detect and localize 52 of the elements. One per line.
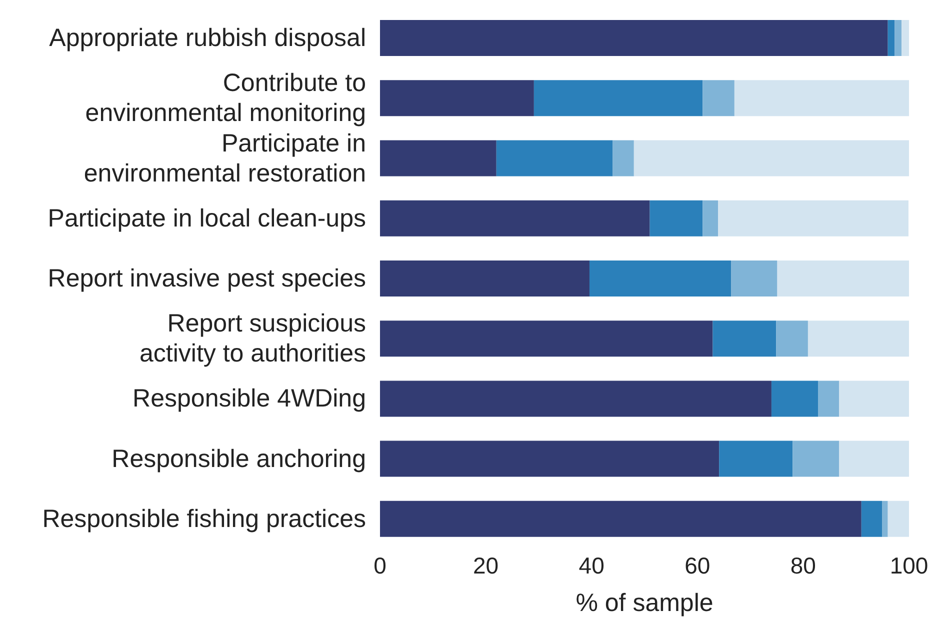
bar <box>634 140 909 176</box>
bar <box>380 20 888 56</box>
bar <box>380 80 534 116</box>
bar <box>719 440 793 477</box>
bar <box>702 80 734 116</box>
bar <box>712 320 776 357</box>
bar <box>380 440 720 477</box>
y-tick-label: Responsible anchoring <box>112 444 366 473</box>
y-tick-label: Participate in local clean-ups <box>48 204 366 232</box>
x-tick-label: 100 <box>890 552 928 578</box>
bar <box>771 380 818 417</box>
bar <box>496 140 613 176</box>
bar <box>902 20 909 56</box>
bar <box>888 20 895 56</box>
x-tick-label: 40 <box>578 552 604 578</box>
y-tick-label: Responsible 4WDing <box>132 384 366 413</box>
bar <box>861 500 882 537</box>
bar <box>380 140 496 176</box>
bar <box>777 260 909 296</box>
bar <box>776 320 808 357</box>
bar <box>718 200 908 236</box>
bar <box>734 80 909 116</box>
bar <box>839 440 909 477</box>
bar <box>380 200 650 236</box>
bar <box>792 440 840 477</box>
y-tick-label: Participate in environmental restoration <box>84 129 366 188</box>
y-tick-label: Responsible fishing practices <box>42 504 366 533</box>
y-tick-label: Report invasive pest species <box>48 264 366 292</box>
x-tick-label: 20 <box>473 552 499 578</box>
bar <box>612 140 634 176</box>
x-tick-label: 60 <box>684 552 710 578</box>
x-tick-label: 80 <box>790 552 816 578</box>
bar <box>839 380 909 417</box>
bar <box>380 260 590 296</box>
bar <box>380 320 713 357</box>
bar <box>380 500 862 537</box>
y-tick-label: Report suspicious activity to authorities <box>140 310 366 368</box>
bar <box>882 500 888 537</box>
bar <box>808 320 909 357</box>
y-tick-label: Appropriate rubbish disposal <box>49 24 366 52</box>
bar <box>888 500 909 537</box>
bar <box>731 260 778 296</box>
bar <box>380 380 772 417</box>
bar <box>534 80 703 116</box>
bar <box>650 200 703 236</box>
bar <box>894 20 902 56</box>
bar <box>818 380 840 417</box>
x-axis-title: % of sample <box>576 589 714 617</box>
bar <box>702 200 718 236</box>
y-tick-label: Contribute to environmental monitoring <box>85 69 366 128</box>
x-tick-label: 0 <box>374 552 386 578</box>
bar <box>589 260 732 296</box>
